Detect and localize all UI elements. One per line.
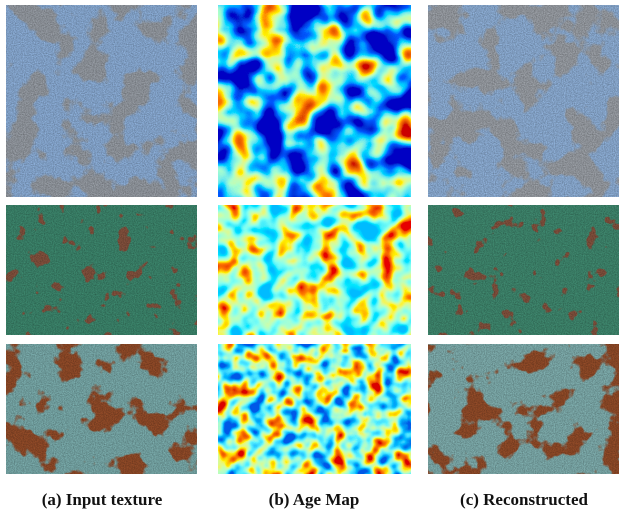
age-map-1 (218, 5, 411, 197)
age-map-2 (218, 205, 411, 335)
page: (a) Input texture (b) Age Map (c) Recons… (0, 0, 619, 514)
reconstructed-1 (428, 5, 619, 197)
age-map-3 (218, 344, 411, 474)
input-texture-1 (6, 5, 197, 197)
caption: (a) Input texture (42, 490, 163, 509)
input-texture-3 (6, 344, 197, 474)
figure: (a) Input texture (b) Age Map (c) Recons… (0, 0, 619, 514)
reconstructed-2 (428, 205, 619, 335)
caption: (c) Reconstructed (460, 490, 588, 509)
caption: (b) Age Map (269, 490, 360, 509)
reconstructed-3 (428, 344, 619, 474)
input-texture-2 (6, 205, 197, 335)
